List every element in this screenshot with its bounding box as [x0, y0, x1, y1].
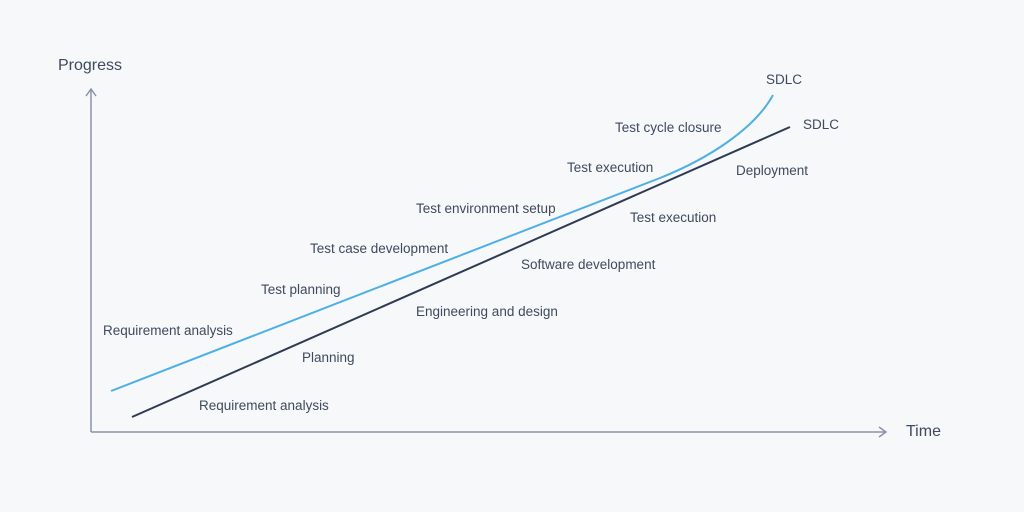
- sdlc-phase-label: Software development: [521, 257, 656, 272]
- sdlc-phase-labels: Requirement analysis Planning Engineerin…: [199, 163, 808, 413]
- sdlc-phase-label: Requirement analysis: [199, 398, 329, 413]
- stlc-phase-label: Requirement analysis: [103, 323, 233, 338]
- stlc-phase-label: Test cycle closure: [615, 120, 722, 135]
- axes: Progress Time: [58, 57, 941, 440]
- stlc-phase-label: Test environment setup: [416, 201, 556, 216]
- stlc-phase-labels: Requirement analysis Test planning Test …: [103, 120, 722, 338]
- sdlc-phase-label: Test execution: [630, 210, 716, 225]
- stlc-phase-label: Test case development: [310, 241, 448, 256]
- sdlc-phase-label: Deployment: [736, 163, 808, 178]
- x-axis-title: Time: [906, 423, 941, 440]
- sdlc-phase-label: Engineering and design: [416, 304, 558, 319]
- sdlc-phase-label: Planning: [302, 350, 355, 365]
- y-axis-arrow-icon: [85, 87, 97, 97]
- sdlc-line: [131, 126, 791, 418]
- stlc-line: [110, 94, 774, 392]
- sdlc-series-label: SDLC: [803, 117, 839, 132]
- stlc-phase-label: Test execution: [567, 160, 653, 175]
- stlc-series-label: SDLC: [766, 72, 802, 87]
- y-axis-title: Progress: [58, 57, 122, 74]
- stlc-phase-label: Test planning: [261, 282, 341, 297]
- x-axis-arrow-icon: [878, 426, 888, 438]
